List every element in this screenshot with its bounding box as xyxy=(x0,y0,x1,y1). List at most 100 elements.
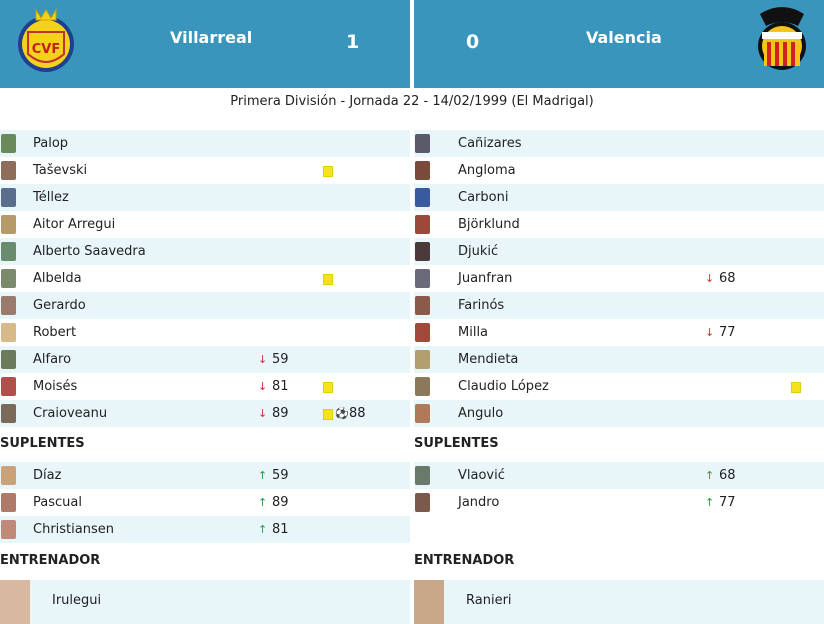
player-name[interactable]: Alfaro xyxy=(33,352,72,367)
player-row[interactable]: Aitor Arregui xyxy=(0,211,410,238)
home-coach-row[interactable]: Irulegui xyxy=(0,580,410,624)
player-row[interactable]: Milla ↓ 77 xyxy=(414,319,824,346)
coach-name[interactable]: Ranieri xyxy=(466,593,512,608)
player-name[interactable]: Juanfran xyxy=(458,271,513,286)
coach-name[interactable]: Irulegui xyxy=(52,593,102,608)
player-row[interactable]: Albelda xyxy=(0,265,410,292)
arrow-down-icon: ↓ xyxy=(258,353,268,366)
player-name[interactable]: Alberto Saavedra xyxy=(33,244,146,259)
sub-minute: 68 xyxy=(719,271,736,286)
away-coach-row[interactable]: Ranieri xyxy=(414,580,824,624)
player-row[interactable]: Alberto Saavedra xyxy=(0,238,410,265)
player-photo xyxy=(415,134,430,153)
player-row[interactable]: Gerardo xyxy=(0,292,410,319)
player-row[interactable]: Carboni xyxy=(414,184,824,211)
arrow-down-icon: ↓ xyxy=(258,380,268,393)
player-row[interactable]: Moisés ↓ 81 xyxy=(0,373,410,400)
sub-minute: 81 xyxy=(272,522,289,537)
player-name[interactable]: Palop xyxy=(33,136,69,151)
player-name[interactable]: Cañizares xyxy=(458,136,522,151)
player-name[interactable]: Vlaović xyxy=(458,468,505,483)
player-name[interactable]: Mendieta xyxy=(458,352,519,367)
player-name[interactable]: Díaz xyxy=(33,468,62,483)
player-row[interactable]: Angulo xyxy=(414,400,824,427)
player-photo xyxy=(415,215,430,234)
player-row[interactable]: Christiansen ↑ 81 xyxy=(0,516,410,543)
player-name[interactable]: Djukić xyxy=(458,244,499,259)
away-team-name[interactable]: Valencia xyxy=(586,28,662,47)
yellow-card-icon xyxy=(323,166,333,177)
away-coach-title: ENTRENADOR xyxy=(414,553,515,568)
player-row[interactable]: Palop xyxy=(0,130,410,157)
player-name[interactable]: Jandro xyxy=(458,495,500,510)
player-photo xyxy=(415,493,430,512)
player-photo xyxy=(1,296,16,315)
away-subs: Vlaović ↑ 68 Jandro ↑ 77 xyxy=(414,462,824,516)
player-photo xyxy=(415,466,430,485)
home-subs: Díaz ↑ 59 Pascual ↑ 89 Christiansen ↑ 81 xyxy=(0,462,410,543)
home-team-header: CVF Villarreal 1 xyxy=(0,0,410,88)
player-row[interactable]: Taševski xyxy=(0,157,410,184)
valencia-crest-icon[interactable] xyxy=(754,4,810,84)
player-photo xyxy=(1,134,16,153)
player-row[interactable]: Farinós xyxy=(414,292,824,319)
player-photo xyxy=(415,404,430,423)
player-row[interactable]: Djukić xyxy=(414,238,824,265)
player-row[interactable]: Craioveanu ↓ 89 ⚽ 88 xyxy=(0,400,410,427)
arrow-down-icon: ↓ xyxy=(258,407,268,420)
sub-minute: 68 xyxy=(719,468,736,483)
player-row[interactable]: Pascual ↑ 89 xyxy=(0,489,410,516)
player-name[interactable]: Farinós xyxy=(458,298,505,313)
player-name[interactable]: Christiansen xyxy=(33,522,114,537)
goal-minute: 88 xyxy=(349,406,366,421)
player-row[interactable]: Björklund xyxy=(414,211,824,238)
player-name[interactable]: Angloma xyxy=(458,163,516,178)
home-team-name[interactable]: Villarreal xyxy=(170,28,253,47)
player-name[interactable]: Albelda xyxy=(33,271,82,286)
player-name[interactable]: Moisés xyxy=(33,379,78,394)
player-photo xyxy=(1,377,16,396)
away-lineup: Cañizares Angloma Carboni Björklund Djuk… xyxy=(414,130,824,427)
player-row[interactable]: Cañizares xyxy=(414,130,824,157)
away-subs-title: SUPLENTES xyxy=(414,436,499,451)
player-photo xyxy=(1,520,16,539)
svg-text:CVF: CVF xyxy=(32,42,60,57)
player-photo xyxy=(1,350,16,369)
player-name[interactable]: Milla xyxy=(458,325,489,340)
home-score: 1 xyxy=(346,31,360,53)
coach-photo xyxy=(414,580,444,624)
player-name[interactable]: Angulo xyxy=(458,406,504,421)
match-info: Primera División - Jornada 22 - 14/02/19… xyxy=(230,94,594,109)
arrow-down-icon: ↓ xyxy=(705,326,715,339)
player-row[interactable]: Mendieta xyxy=(414,346,824,373)
player-name[interactable]: Björklund xyxy=(458,217,520,232)
player-photo xyxy=(415,242,430,261)
yellow-card-icon xyxy=(323,382,333,393)
away-team-header: 0 Valencia xyxy=(414,0,824,88)
player-photo xyxy=(1,215,16,234)
player-row[interactable]: Téllez xyxy=(0,184,410,211)
player-photo xyxy=(1,188,16,207)
sub-minute: 77 xyxy=(719,325,736,340)
player-row[interactable]: Díaz ↑ 59 xyxy=(0,462,410,489)
villarreal-crest-icon[interactable]: CVF xyxy=(16,4,76,80)
player-row[interactable]: Alfaro ↓ 59 xyxy=(0,346,410,373)
player-row[interactable]: Jandro ↑ 77 xyxy=(414,489,824,516)
player-row[interactable]: Angloma xyxy=(414,157,824,184)
yellow-card-icon xyxy=(791,382,801,393)
player-name[interactable]: Téllez xyxy=(33,190,69,205)
player-row[interactable]: Claudio López xyxy=(414,373,824,400)
player-name[interactable]: Taševski xyxy=(33,163,88,178)
player-name[interactable]: Claudio López xyxy=(458,379,549,394)
player-photo xyxy=(415,296,430,315)
player-name[interactable]: Craioveanu xyxy=(33,406,108,421)
player-row[interactable]: Vlaović ↑ 68 xyxy=(414,462,824,489)
player-row[interactable]: Robert xyxy=(0,319,410,346)
player-name[interactable]: Gerardo xyxy=(33,298,86,313)
player-name[interactable]: Pascual xyxy=(33,495,82,510)
player-name[interactable]: Robert xyxy=(33,325,77,340)
player-name[interactable]: Carboni xyxy=(458,190,509,205)
home-coach-title: ENTRENADOR xyxy=(0,553,101,568)
player-name[interactable]: Aitor Arregui xyxy=(33,217,116,232)
player-row[interactable]: Juanfran ↓ 68 xyxy=(414,265,824,292)
